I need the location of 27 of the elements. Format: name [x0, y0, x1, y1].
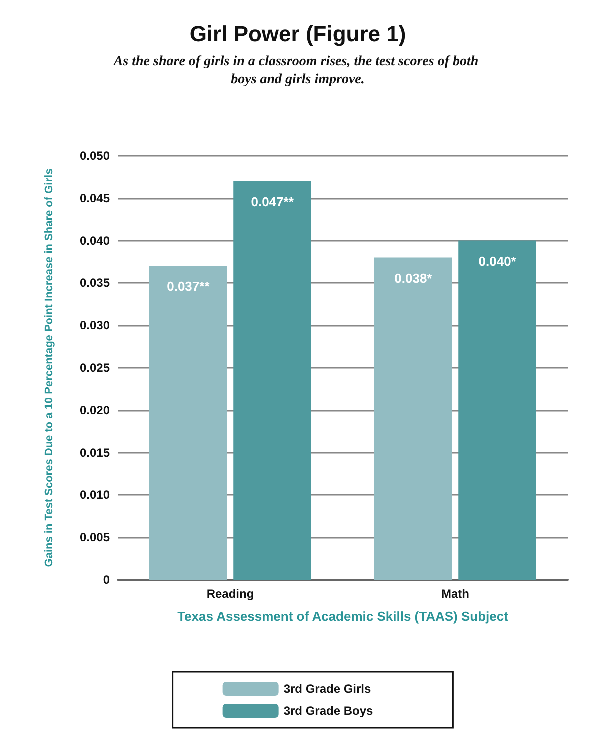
y-tick-label: 0.045	[80, 191, 110, 206]
y-tick-label: 0.020	[80, 403, 110, 418]
x-tick-label: Math	[442, 587, 470, 601]
bar	[150, 266, 228, 580]
y-tick-label: 0.030	[80, 318, 110, 333]
x-tick-label: Reading	[206, 587, 254, 601]
y-tick-label: 0	[103, 573, 110, 587]
data-label: 0.047**	[251, 194, 295, 210]
chart-subtitle: As the share of girls in a classroom rises, the test scores of both boys and girls improve.	[112, 54, 482, 88]
bar	[374, 258, 452, 580]
legend-label: 3rd Grade Boys	[284, 704, 374, 718]
y-tick-label: 0.005	[80, 530, 110, 545]
y-tick-label: 0.015	[80, 446, 110, 460]
y-tick-label: 0.025	[80, 361, 110, 375]
chart-title: Girl Power (Figure 1)	[190, 22, 406, 46]
x-axis-title: Texas Assessment of Academic Skills (TAAS) Subject	[178, 609, 510, 624]
data-label: 0.040*	[478, 254, 518, 269]
y-tick-label: 0.050	[80, 149, 110, 163]
data-label: 0.037**	[167, 279, 211, 294]
legend-label: 3rd Grade Girls	[284, 682, 372, 696]
y-axis-title: Gains in Test Scores Due to a 10 Percentage Point Increase in Share of Girls	[44, 168, 56, 568]
y-tick-label: 0.035	[80, 276, 110, 290]
y-tick-label: 0.010	[80, 488, 110, 502]
data-label: 0.038*	[394, 270, 434, 286]
bar	[234, 181, 312, 580]
bar	[458, 240, 536, 580]
y-tick-label: 0.040	[80, 234, 110, 248]
